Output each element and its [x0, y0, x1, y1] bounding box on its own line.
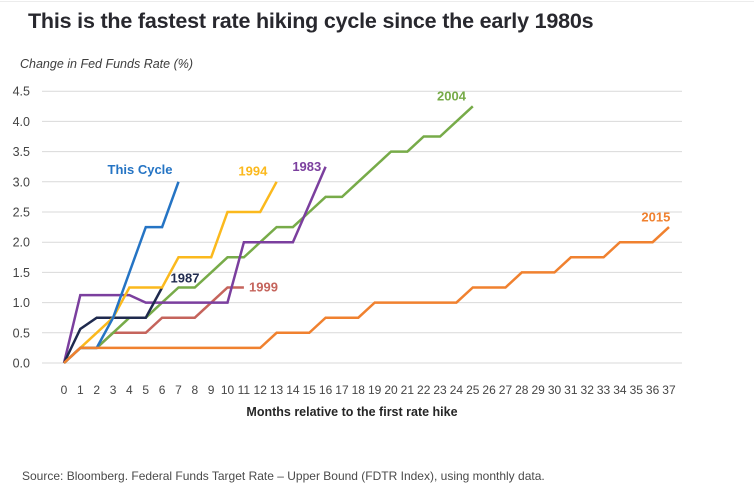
x-tick-label-21: 21 [401, 383, 415, 397]
x-tick-label-20: 20 [384, 383, 398, 397]
x-tick-label-37: 37 [662, 383, 676, 397]
series-label-1987: 1987 [171, 270, 200, 285]
x-tick-label-7: 7 [175, 383, 182, 397]
x-tick-label-33: 33 [597, 383, 611, 397]
x-tick-label-13: 13 [270, 383, 284, 397]
x-tick-label-23: 23 [433, 383, 447, 397]
series-label-1983: 1983 [292, 159, 321, 174]
x-tick-label-31: 31 [564, 383, 578, 397]
x-tick-label-3: 3 [110, 383, 117, 397]
x-tick-label-12: 12 [254, 383, 268, 397]
series-line-1983 [62, 166, 327, 364]
x-tick-label-27: 27 [499, 383, 513, 397]
y-axis-unit-label: Change in Fed Funds Rate (%) [20, 57, 194, 71]
x-tick-label-29: 29 [531, 383, 545, 397]
x-tick-label-4: 4 [126, 383, 133, 397]
series-line-2015 [63, 226, 670, 364]
y-tick-label-4.0: 4.0 [13, 115, 30, 129]
x-tick-label-0: 0 [61, 383, 68, 397]
x-tick-label-5: 5 [142, 383, 149, 397]
y-tick-label-1.0: 1.0 [13, 296, 30, 310]
x-tick-label-16: 16 [319, 383, 333, 397]
x-tick-label-28: 28 [515, 383, 529, 397]
x-tick-label-15: 15 [303, 383, 317, 397]
x-axis-title: Months relative to the first rate hike [246, 405, 457, 419]
x-tick-label-26: 26 [482, 383, 496, 397]
x-tick-label-2: 2 [93, 383, 100, 397]
x-tick-label-24: 24 [450, 383, 464, 397]
x-tick-label-19: 19 [368, 383, 382, 397]
x-tick-label-14: 14 [286, 383, 300, 397]
y-tick-label-1.5: 1.5 [13, 266, 30, 280]
y-tick-label-0.5: 0.5 [13, 326, 30, 340]
x-tick-label-25: 25 [466, 383, 480, 397]
x-tick-label-22: 22 [417, 383, 431, 397]
y-tick-label-2.5: 2.5 [13, 206, 30, 220]
series-line-2004 [63, 105, 474, 364]
series-label-this-cycle: This Cycle [108, 162, 173, 177]
series-label-1994: 1994 [238, 163, 268, 178]
page-title: This is the fastest rate hiking cycle si… [28, 9, 594, 33]
x-tick-label-18: 18 [352, 383, 366, 397]
x-tick-label-17: 17 [335, 383, 349, 397]
x-tick-label-10: 10 [221, 383, 235, 397]
y-tick-label-4.5: 4.5 [13, 85, 30, 99]
x-tick-label-6: 6 [159, 383, 166, 397]
y-tick-label-3.0: 3.0 [13, 175, 30, 189]
x-tick-label-8: 8 [191, 383, 198, 397]
y-tick-label-2.0: 2.0 [13, 236, 30, 250]
series-line-1994 [63, 181, 278, 364]
x-tick-label-9: 9 [208, 383, 215, 397]
y-tick-label-0.0: 0.0 [13, 357, 30, 371]
series-label-2004: 2004 [437, 89, 467, 104]
series-label-2015: 2015 [641, 209, 670, 224]
x-tick-label-35: 35 [630, 383, 644, 397]
series-line-1999 [63, 286, 244, 364]
x-tick-label-30: 30 [548, 383, 562, 397]
x-tick-label-11: 11 [238, 383, 251, 397]
top-divider [0, 1, 754, 2]
x-tick-label-32: 32 [581, 383, 595, 397]
x-tick-label-1: 1 [77, 383, 84, 397]
source-attribution: Source: Bloomberg. Federal Funds Target … [22, 469, 545, 483]
x-tick-label-36: 36 [646, 383, 660, 397]
x-tick-label-34: 34 [613, 383, 627, 397]
y-tick-label-3.5: 3.5 [13, 145, 30, 159]
series-label-1999: 1999 [249, 279, 278, 294]
